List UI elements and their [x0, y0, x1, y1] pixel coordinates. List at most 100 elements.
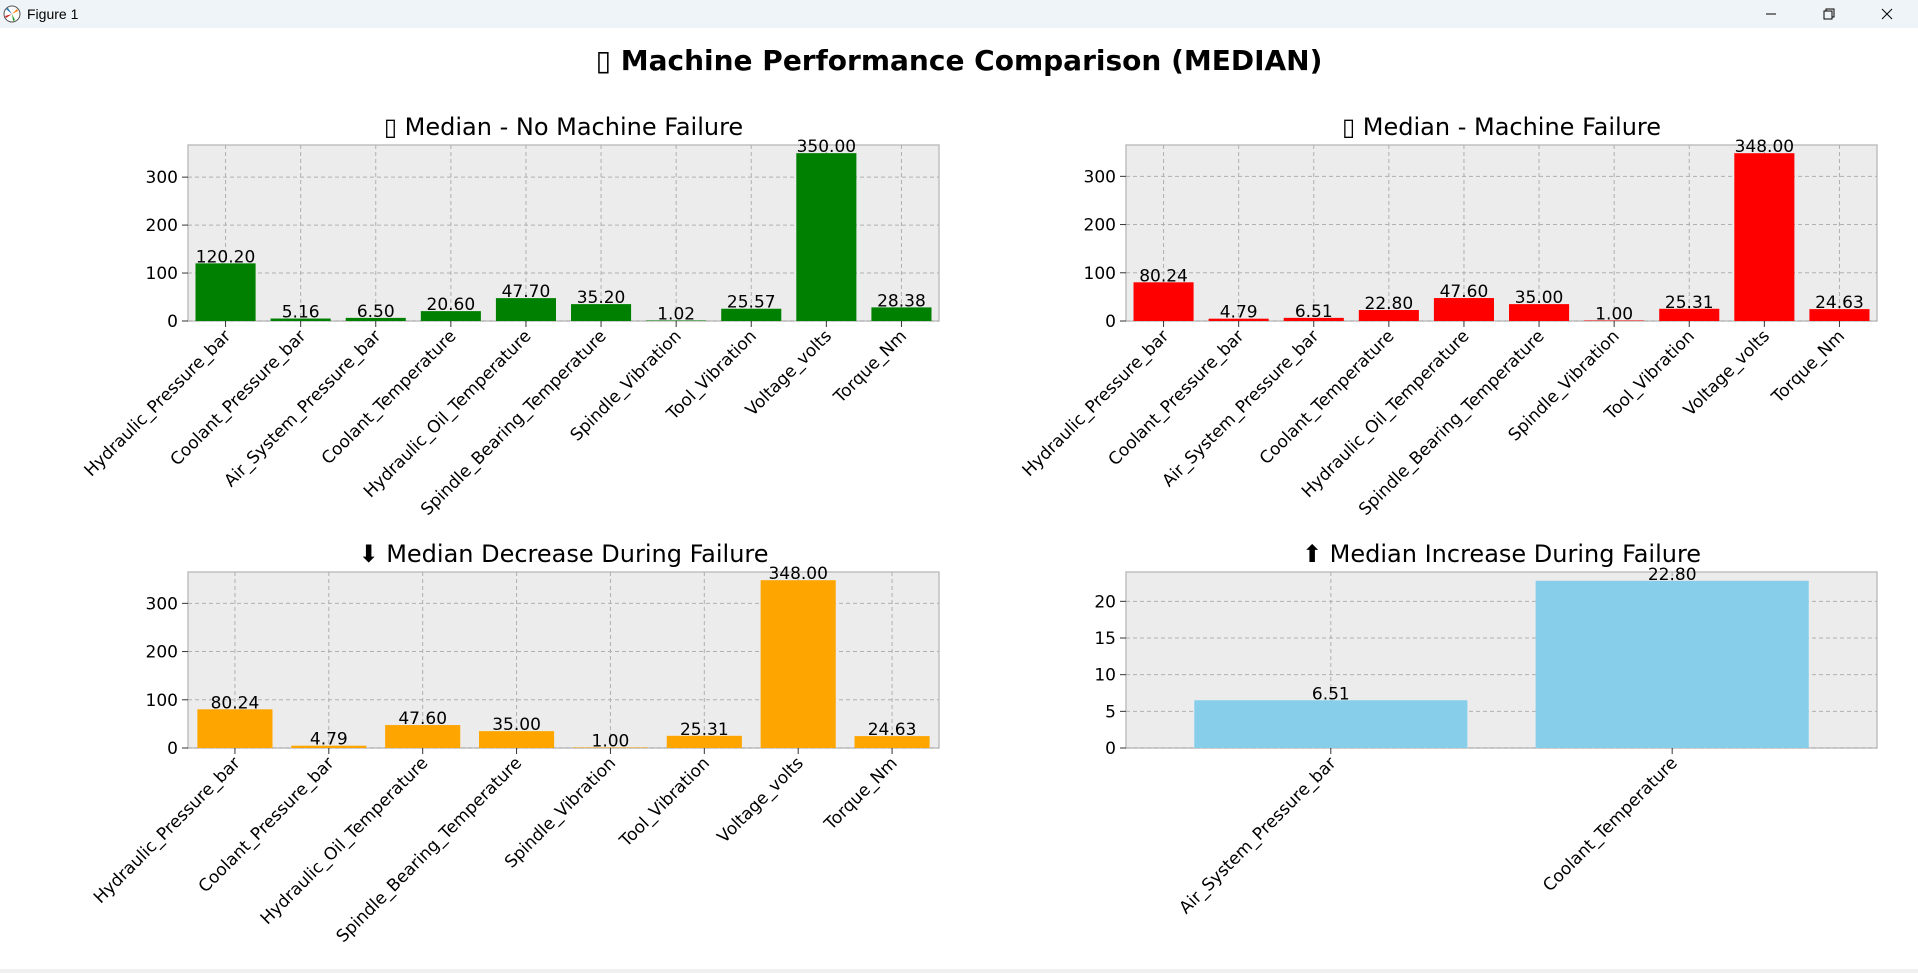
x-tick-label: Torque_Nm [820, 753, 902, 835]
bar [345, 317, 406, 321]
y-tick-label: 200 [146, 643, 178, 663]
y-tick-label: 5 [1105, 702, 1116, 722]
bar [1433, 298, 1494, 321]
minimize-icon [1766, 13, 1776, 15]
window-title: Figure 1 [27, 6, 79, 22]
y-tick-label: 20 [1094, 592, 1116, 612]
data-label: 80.24 [1139, 266, 1188, 286]
bar [1208, 318, 1269, 321]
data-label: 35.20 [577, 288, 626, 308]
data-label: 6.51 [1295, 302, 1333, 322]
x-tick-label: Tool_Vibration [615, 753, 713, 851]
bar [1358, 310, 1419, 321]
y-tick-label: 10 [1094, 666, 1116, 686]
bar [871, 307, 932, 321]
data-label: 25.31 [680, 720, 729, 740]
data-label: 35.00 [492, 715, 541, 735]
y-tick-label: 0 [167, 312, 178, 332]
x-tick-label: Hydraulic_Pressure_bar [81, 326, 235, 480]
data-label: 350.00 [797, 137, 856, 157]
data-label: 1.00 [592, 732, 630, 752]
bar [385, 725, 461, 748]
chart-title: ▯ Median - Machine Failure [1342, 113, 1661, 141]
y-tick-label: 0 [167, 739, 178, 759]
y-tick-label: 200 [1084, 216, 1116, 236]
x-tick-label: Coolant_Temperature [1256, 326, 1398, 468]
x-tick-label: Torque_Nm [829, 326, 911, 408]
close-icon [1881, 8, 1893, 20]
data-label: 47.60 [398, 709, 447, 729]
chart-title: ⬇ Median Decrease During Failure [358, 540, 768, 568]
bar [420, 311, 481, 321]
bar [760, 580, 836, 748]
x-tick-label: Coolant_Pressure_bar [167, 326, 311, 470]
x-tick-label: Air_System_Pressure_bar [1159, 326, 1324, 491]
y-tick-label: 300 [1084, 167, 1116, 187]
data-label: 348.00 [768, 564, 827, 584]
restore-button[interactable] [1800, 0, 1858, 28]
chart-2: 0100200300Hydraulic_Pressure_barCoolant_… [1019, 113, 1878, 520]
y-tick-label: 15 [1094, 629, 1116, 649]
y-tick-label: 100 [146, 264, 178, 284]
data-label: 4.79 [310, 730, 348, 750]
bar [495, 298, 556, 321]
bar [796, 153, 857, 321]
data-label: 80.24 [211, 693, 260, 713]
data-label: 47.70 [502, 282, 551, 302]
bar [1535, 580, 1809, 748]
data-label: 22.80 [1365, 294, 1414, 314]
x-tick-label: Air_System_Pressure_bar [221, 326, 386, 491]
bar [666, 735, 742, 748]
y-tick-label: 100 [146, 691, 178, 711]
x-tick-label: Coolant_Temperature [318, 326, 460, 468]
bar [1734, 153, 1795, 321]
figure-suptitle: ▯ Machine Performance Comparison (MEDIAN… [595, 44, 1323, 77]
x-tick-label: Hydraulic_Pressure_bar [1019, 326, 1173, 480]
data-label: 22.80 [1648, 565, 1697, 585]
bar [1659, 308, 1720, 321]
data-label: 1.02 [657, 305, 695, 325]
close-button[interactable] [1858, 0, 1916, 28]
x-tick-label: Voltage_volts [714, 753, 808, 847]
data-label: 6.50 [357, 302, 395, 322]
bar [1283, 317, 1344, 321]
chart-4: 0 5 10 15 20 Air_System_Pressure_bar Coolant_T… [1094, 540, 1878, 918]
bar [721, 308, 782, 321]
bar [195, 263, 256, 321]
bar [1509, 304, 1570, 321]
x-tick-label: Air_System_Pressure_bar [1176, 753, 1341, 918]
bar [291, 745, 367, 748]
data-label: 47.60 [1440, 282, 1489, 302]
bar [1194, 700, 1468, 748]
x-tick-label: Hydraulic_Oil_Temperature [257, 753, 432, 928]
window-titlebar: Figure 1 [0, 0, 1918, 28]
bar [270, 318, 331, 321]
x-tick-label: Torque_Nm [1767, 326, 1849, 408]
data-label: 24.63 [868, 720, 917, 740]
chart-1: 0100200300Hydraulic_Pressure_barCoolant_… [81, 113, 940, 520]
y-tick-label: 300 [146, 168, 178, 188]
minimize-button[interactable] [1742, 0, 1800, 28]
x-tick-label: Coolant_Pressure_bar [1105, 326, 1249, 470]
data-label: 6.51 [1312, 684, 1350, 704]
data-label: 25.57 [727, 293, 776, 313]
data-label: 120.20 [196, 247, 255, 267]
bar [571, 304, 632, 321]
data-label: 1.00 [1595, 305, 1633, 325]
chart-title: ⬆ Median Increase During Failure [1302, 540, 1701, 568]
data-label: 35.00 [1515, 288, 1564, 308]
bar [1133, 282, 1194, 321]
window-bottom-border [0, 969, 1918, 973]
bar [854, 736, 930, 748]
y-tick-label: 200 [146, 216, 178, 236]
y-tick-label: 0 [1105, 739, 1116, 759]
data-label: 4.79 [1220, 303, 1258, 323]
y-tick-label: 300 [146, 594, 178, 614]
data-label: 24.63 [1815, 293, 1864, 313]
data-label: 20.60 [427, 295, 476, 315]
bar [197, 709, 273, 748]
y-tick-label: 0 [1105, 312, 1116, 332]
x-tick-label: Spindle_Bearing_Temperature [333, 753, 526, 946]
x-tick-label: Coolant_Temperature [1539, 753, 1681, 895]
